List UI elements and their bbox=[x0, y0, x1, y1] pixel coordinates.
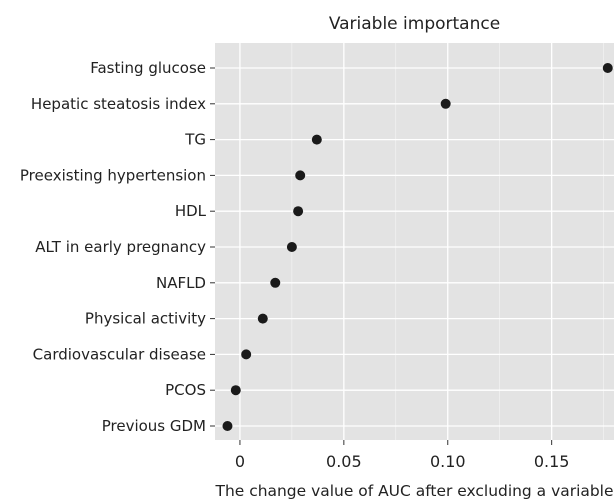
category-label: TG bbox=[184, 131, 206, 149]
x-tick-label: 0.05 bbox=[326, 452, 362, 471]
data-point bbox=[440, 98, 451, 109]
category-label: ALT in early pregnancy bbox=[35, 238, 206, 256]
category-label: Preexisting hypertension bbox=[20, 166, 206, 184]
category-labels: Fasting glucose Hepatic steatosis index TG… bbox=[20, 59, 215, 435]
category-label: PCOS bbox=[165, 381, 206, 399]
category-label: HDL bbox=[175, 202, 207, 220]
grid-lines bbox=[215, 43, 614, 440]
category-label: Previous GDM bbox=[102, 417, 206, 435]
data-point bbox=[241, 349, 252, 360]
data-point bbox=[602, 63, 613, 73]
plot-panel bbox=[215, 43, 614, 440]
category-label: Physical activity bbox=[85, 310, 206, 328]
x-tick-label: 0.15 bbox=[534, 452, 570, 471]
category-label: Cardiovascular disease bbox=[33, 345, 206, 363]
data-point bbox=[270, 277, 281, 288]
x-tick-label: 0.10 bbox=[430, 452, 466, 471]
data-point bbox=[230, 385, 241, 396]
category-label: NAFLD bbox=[156, 274, 206, 292]
x-tick-label: 0 bbox=[235, 452, 245, 471]
data-point bbox=[286, 242, 297, 252]
category-label: Fasting glucose bbox=[90, 59, 206, 77]
data-point bbox=[293, 206, 304, 217]
data-point bbox=[311, 134, 322, 145]
data-point bbox=[257, 313, 268, 324]
data-point bbox=[222, 421, 233, 431]
chart-title: Variable importance bbox=[329, 14, 500, 34]
x-axis-label: The change value of AUC after excluding … bbox=[214, 482, 613, 500]
x-tick-labels: 0 0.05 0.10 0.15 bbox=[235, 440, 570, 471]
category-label: Hepatic steatosis index bbox=[31, 95, 206, 113]
data-points bbox=[222, 63, 613, 431]
data-point bbox=[295, 170, 306, 181]
